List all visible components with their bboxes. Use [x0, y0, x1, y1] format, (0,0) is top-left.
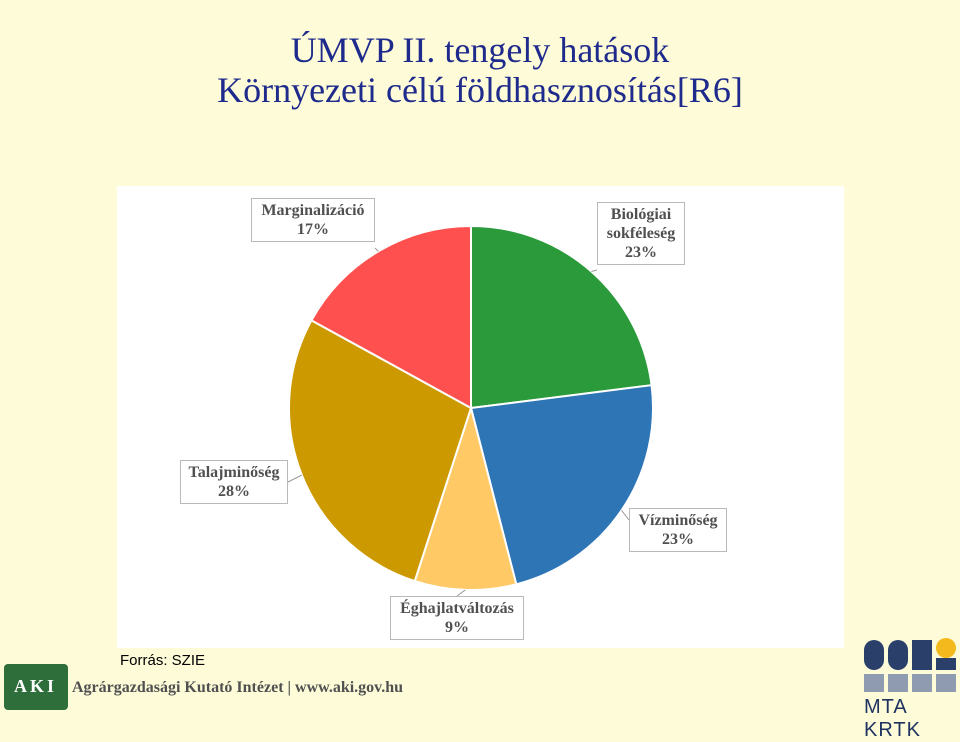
slice-label-1-line-2: sokféleség [606, 225, 676, 242]
slice-value-4: 28% [218, 483, 250, 500]
slice-label-5-line-1: Marginalizáció [261, 202, 365, 219]
source-label: Forrás: SZIE [120, 652, 206, 669]
title-line-1: ÚMVP II. tengely hatások [290, 30, 670, 70]
leader-line-5 [374, 247, 379, 252]
pie-chart [287, 224, 654, 597]
slice-label-1-line-1: Biológiai [610, 206, 672, 223]
mta-krtk-logo [864, 638, 956, 692]
leader-line-3 [456, 589, 466, 597]
slice-label-4: Talajminőség 28% [180, 460, 288, 504]
pie-slice-4 [288, 318, 473, 583]
title-line-2: Környezeti célú földhasznosítás[R6] [217, 70, 743, 110]
slice-label-4-line-1: Talajminőség [188, 464, 280, 481]
chart-panel: Biológiai sokféleség 23% Vízminőség 23% Éghaj… [117, 186, 844, 648]
aki-logo: AKI [4, 664, 68, 710]
leader-line-2 [621, 509, 630, 521]
slice-label-5: Marginalizáció 17% [251, 198, 375, 242]
slice-label-2: Vízminőség 23% [629, 508, 727, 552]
mta-krtk-text: MTA KRTK [864, 696, 921, 741]
pie-slice-2 [469, 384, 654, 586]
slice-value-5: 17% [297, 221, 329, 238]
pie-slice-1 [470, 224, 653, 410]
leader-line-1 [591, 269, 598, 272]
slice-label-1: Biológiai sokféleség 23% [597, 202, 685, 265]
aki-logo-text: AKI [14, 676, 58, 696]
slice-label-3-line-1: Éghajlatváltozás [400, 600, 514, 617]
slice-value-3: 9% [445, 619, 469, 636]
slice-label-3: Éghajlatváltozás 9% [390, 596, 524, 640]
slice-value-1: 23% [625, 244, 657, 261]
slide-title: ÚMVP II. tengely hatások Környezeti célú… [0, 30, 960, 110]
pie-slice-3 [413, 404, 518, 591]
slice-value-2: 23% [662, 531, 694, 548]
aki-footer-text: Agrárgazdasági Kutató Intézet | www.aki.… [72, 679, 404, 696]
slice-label-2-line-1: Vízminőség [638, 512, 718, 529]
leader-line-4 [287, 474, 303, 483]
